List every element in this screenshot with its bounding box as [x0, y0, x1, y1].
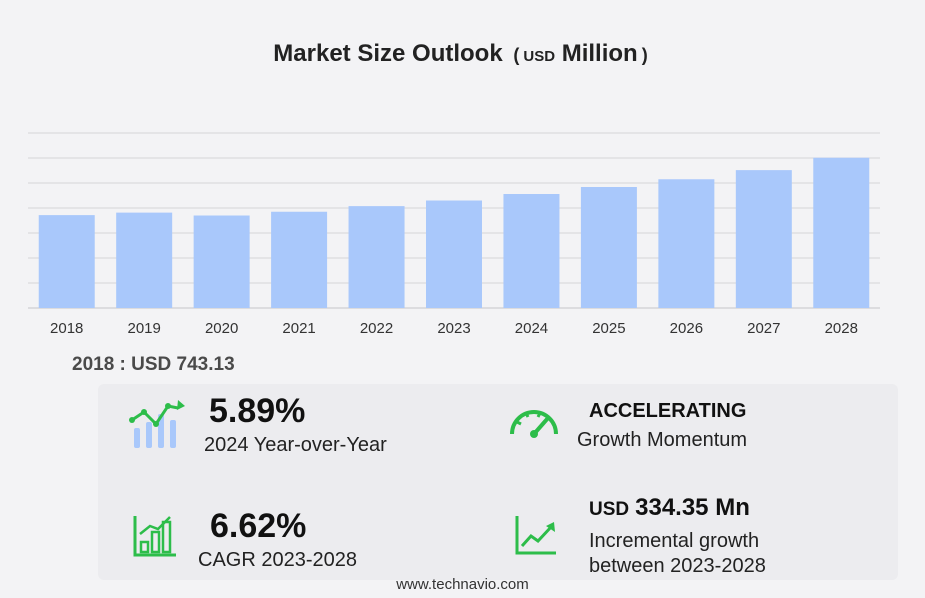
cagr-value: 6.62% — [210, 507, 307, 545]
bar-chart-icon — [133, 516, 176, 557]
speedometer-icon — [510, 410, 558, 438]
cagr-label: CAGR 2023-2028 — [198, 549, 357, 571]
bar-chart: 2018 2019 2020 2021 2022 2023 2024 2025 2026 2027… — [28, 132, 880, 337]
bar-2024 — [503, 194, 560, 308]
x-tick-label-2026: 2026 — [670, 320, 703, 337]
bar-2026 — [658, 179, 715, 308]
x-tick-label-2021: 2021 — [282, 320, 315, 337]
incremental-label-line1: Incremental growth — [589, 530, 760, 552]
chart-title: Market Size Outlook (USD Million) — [0, 40, 925, 68]
bar-2023 — [426, 200, 482, 308]
x-tick-label-2028: 2028 — [825, 320, 858, 337]
bar-2028 — [813, 157, 870, 308]
x-tick-label-2027: 2027 — [747, 320, 780, 337]
bar-2022 — [348, 206, 405, 308]
x-tick-label-2022: 2022 — [360, 320, 393, 337]
yoy-value: 5.89% — [209, 392, 306, 430]
bar-2018 — [38, 215, 95, 308]
yoy-label: 2024 Year-over-Year — [204, 434, 387, 456]
base-year-value: 2018 : USD 743.13 — [72, 354, 235, 375]
title-open-paren: ( — [513, 45, 520, 65]
trend-line-icon — [515, 516, 556, 555]
x-tick-label-2025: 2025 — [592, 320, 625, 337]
incremental-amount: 334.35 Mn — [635, 494, 750, 521]
incremental-currency: USD — [589, 499, 630, 520]
stats-panel — [98, 384, 898, 580]
title-unit: USD — [523, 48, 556, 65]
bar-2027 — [735, 170, 792, 308]
title-close-paren: ) — [641, 45, 648, 65]
x-tick-label-2024: 2024 — [515, 320, 548, 337]
title-main: Market Size Outlook — [273, 40, 503, 67]
x-tick-label-2020: 2020 — [205, 320, 238, 337]
incremental-label-line2: between 2023-2028 — [589, 555, 766, 577]
growth-chart-icon — [129, 400, 185, 448]
momentum-value: ACCELERATING — [589, 400, 747, 422]
momentum-label: Growth Momentum — [577, 429, 748, 451]
bar-2025 — [580, 187, 637, 308]
bar-2021 — [271, 211, 328, 308]
incremental-value: USD 334.35 Mn — [589, 494, 750, 522]
title-unit-word: Million — [561, 40, 638, 67]
x-tick-label-2018: 2018 — [50, 320, 83, 337]
x-tick-label-2019: 2019 — [127, 320, 160, 337]
footer-url: www.technavio.com — [396, 576, 529, 593]
x-tick-label-2023: 2023 — [437, 320, 470, 337]
bar-2019 — [116, 212, 173, 308]
bar-2020 — [193, 215, 250, 308]
